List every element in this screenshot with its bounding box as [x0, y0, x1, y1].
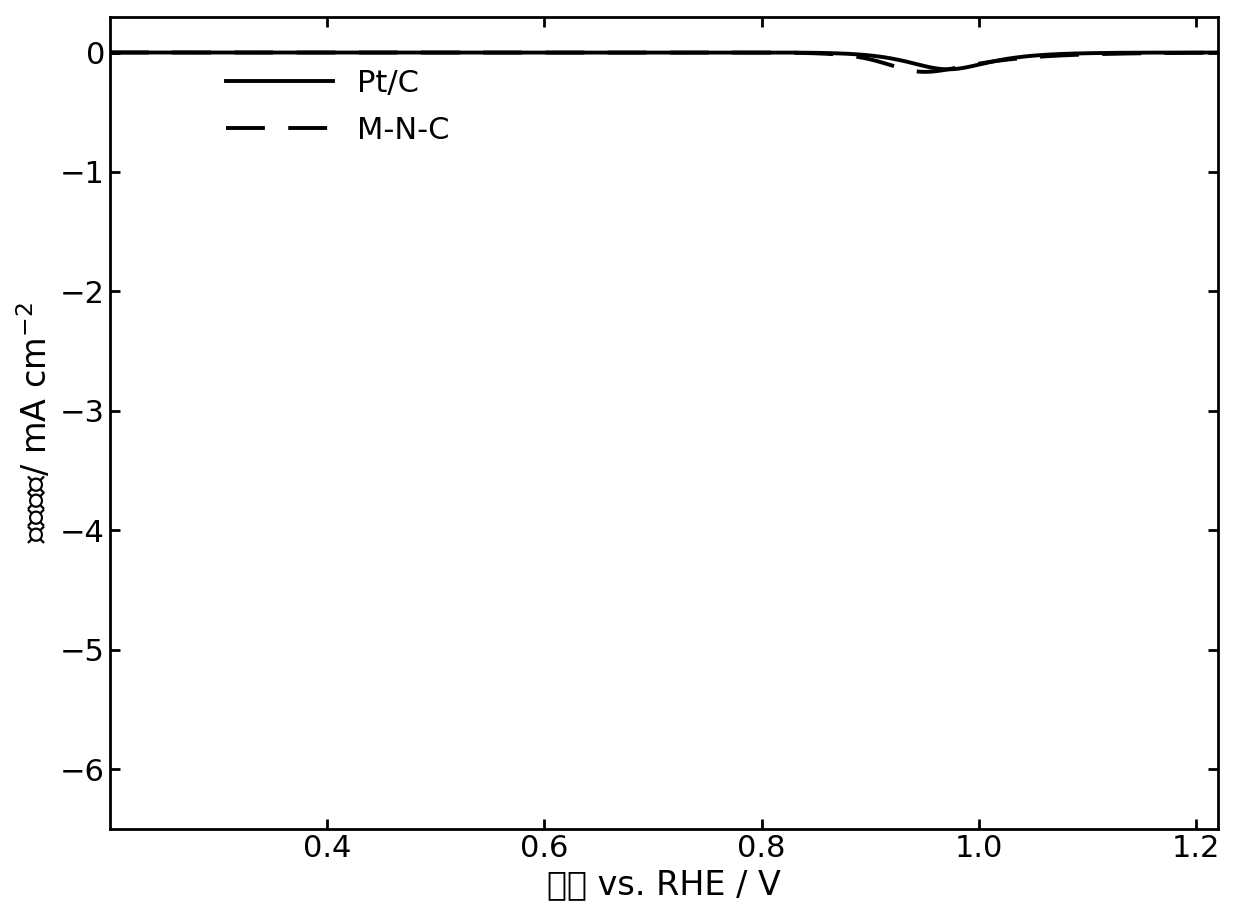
Pt/C	[611, 47, 626, 58]
M-N-C	[1179, 48, 1194, 59]
Pt/C	[1179, 47, 1194, 58]
X-axis label: 电位 vs. RHE / V: 电位 vs. RHE / V	[547, 868, 781, 901]
Pt/C	[1178, 47, 1193, 58]
Line: M-N-C: M-N-C	[110, 52, 1218, 72]
M-N-C	[159, 47, 174, 58]
M-N-C	[918, 66, 932, 77]
Pt/C	[941, 64, 956, 75]
M-N-C	[103, 47, 118, 58]
Pt/C	[641, 47, 656, 58]
Y-axis label: 电流密度/ mA cm$^{-2}$: 电流密度/ mA cm$^{-2}$	[16, 302, 55, 543]
Pt/C	[1210, 47, 1225, 58]
M-N-C	[976, 58, 991, 69]
Pt/C	[976, 58, 991, 69]
Pt/C	[103, 47, 118, 58]
M-N-C	[1178, 48, 1193, 59]
Line: Pt/C: Pt/C	[110, 52, 1218, 70]
M-N-C	[611, 47, 626, 58]
M-N-C	[641, 47, 656, 58]
M-N-C	[1210, 47, 1225, 58]
Pt/C	[159, 47, 174, 58]
Legend: Pt/C, M-N-C: Pt/C, M-N-C	[213, 56, 463, 157]
